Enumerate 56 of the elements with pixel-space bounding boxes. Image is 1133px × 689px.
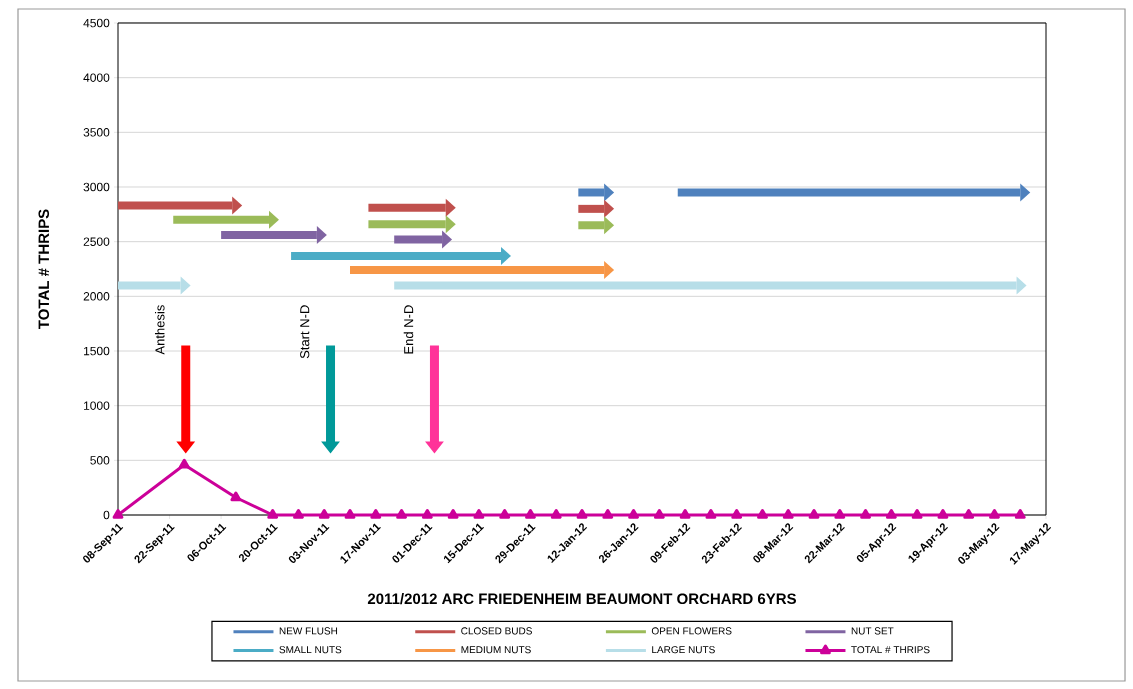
legend-label: LARGE NUTS <box>652 646 715 654</box>
point <box>396 509 407 519</box>
point <box>860 509 871 519</box>
point <box>370 509 382 519</box>
point <box>112 509 124 519</box>
point <box>885 509 897 519</box>
point <box>937 509 949 519</box>
point <box>782 509 794 519</box>
y-axis-title: TOTAL # THRIPS <box>38 209 50 329</box>
point <box>267 509 279 519</box>
point <box>550 509 562 519</box>
annotation: Anthesis <box>155 305 165 355</box>
point <box>318 509 330 519</box>
y-tick-label: 0 <box>103 510 110 520</box>
point <box>230 491 242 502</box>
point <box>628 509 639 519</box>
point <box>679 509 691 519</box>
legend-label: MEDIUM NUTS <box>461 646 531 654</box>
legend-label: OPEN FLOWERS <box>651 627 732 635</box>
point <box>576 509 588 519</box>
legend-label: TOTAL # THRIPS <box>851 646 930 654</box>
point <box>293 509 304 519</box>
point <box>178 458 190 469</box>
x-axis-title: 2011/2012 ARC FRIEDENHEIM BEAUMONT ORCHARD 6YRS <box>367 593 796 605</box>
point <box>421 509 433 519</box>
y-tick-label: 1000 <box>84 401 110 410</box>
y-tick-label: 3500 <box>83 128 110 137</box>
point <box>989 509 1000 519</box>
point <box>499 509 511 519</box>
legend-label: CLOSED BUDS <box>461 627 532 635</box>
point <box>525 509 536 519</box>
legend-label: SMALL NUTS <box>279 646 342 654</box>
annotation: End N-D <box>403 305 414 354</box>
point <box>963 509 975 519</box>
point <box>344 509 356 519</box>
point <box>473 509 485 519</box>
y-tick-label: 4500 <box>83 18 110 28</box>
point <box>808 509 820 519</box>
point <box>602 509 614 519</box>
point <box>834 509 846 519</box>
y-tick-label: 4000 <box>83 73 110 82</box>
point <box>447 509 459 519</box>
legend-label: NUT SET <box>851 627 894 635</box>
y-tick-label: 500 <box>90 456 110 465</box>
point <box>653 509 665 519</box>
legend-label: NEW FLUSH <box>279 627 338 635</box>
point <box>731 509 743 519</box>
y-tick-label: 2000 <box>83 292 110 301</box>
y-tick-label: 2500 <box>83 237 110 246</box>
y-tick-label: 1500 <box>84 346 110 356</box>
point <box>1014 509 1026 519</box>
annotation: Start N-D <box>300 305 310 359</box>
point <box>757 509 768 519</box>
point <box>911 509 923 519</box>
point <box>705 509 717 519</box>
y-tick-label: 3000 <box>83 182 110 192</box>
